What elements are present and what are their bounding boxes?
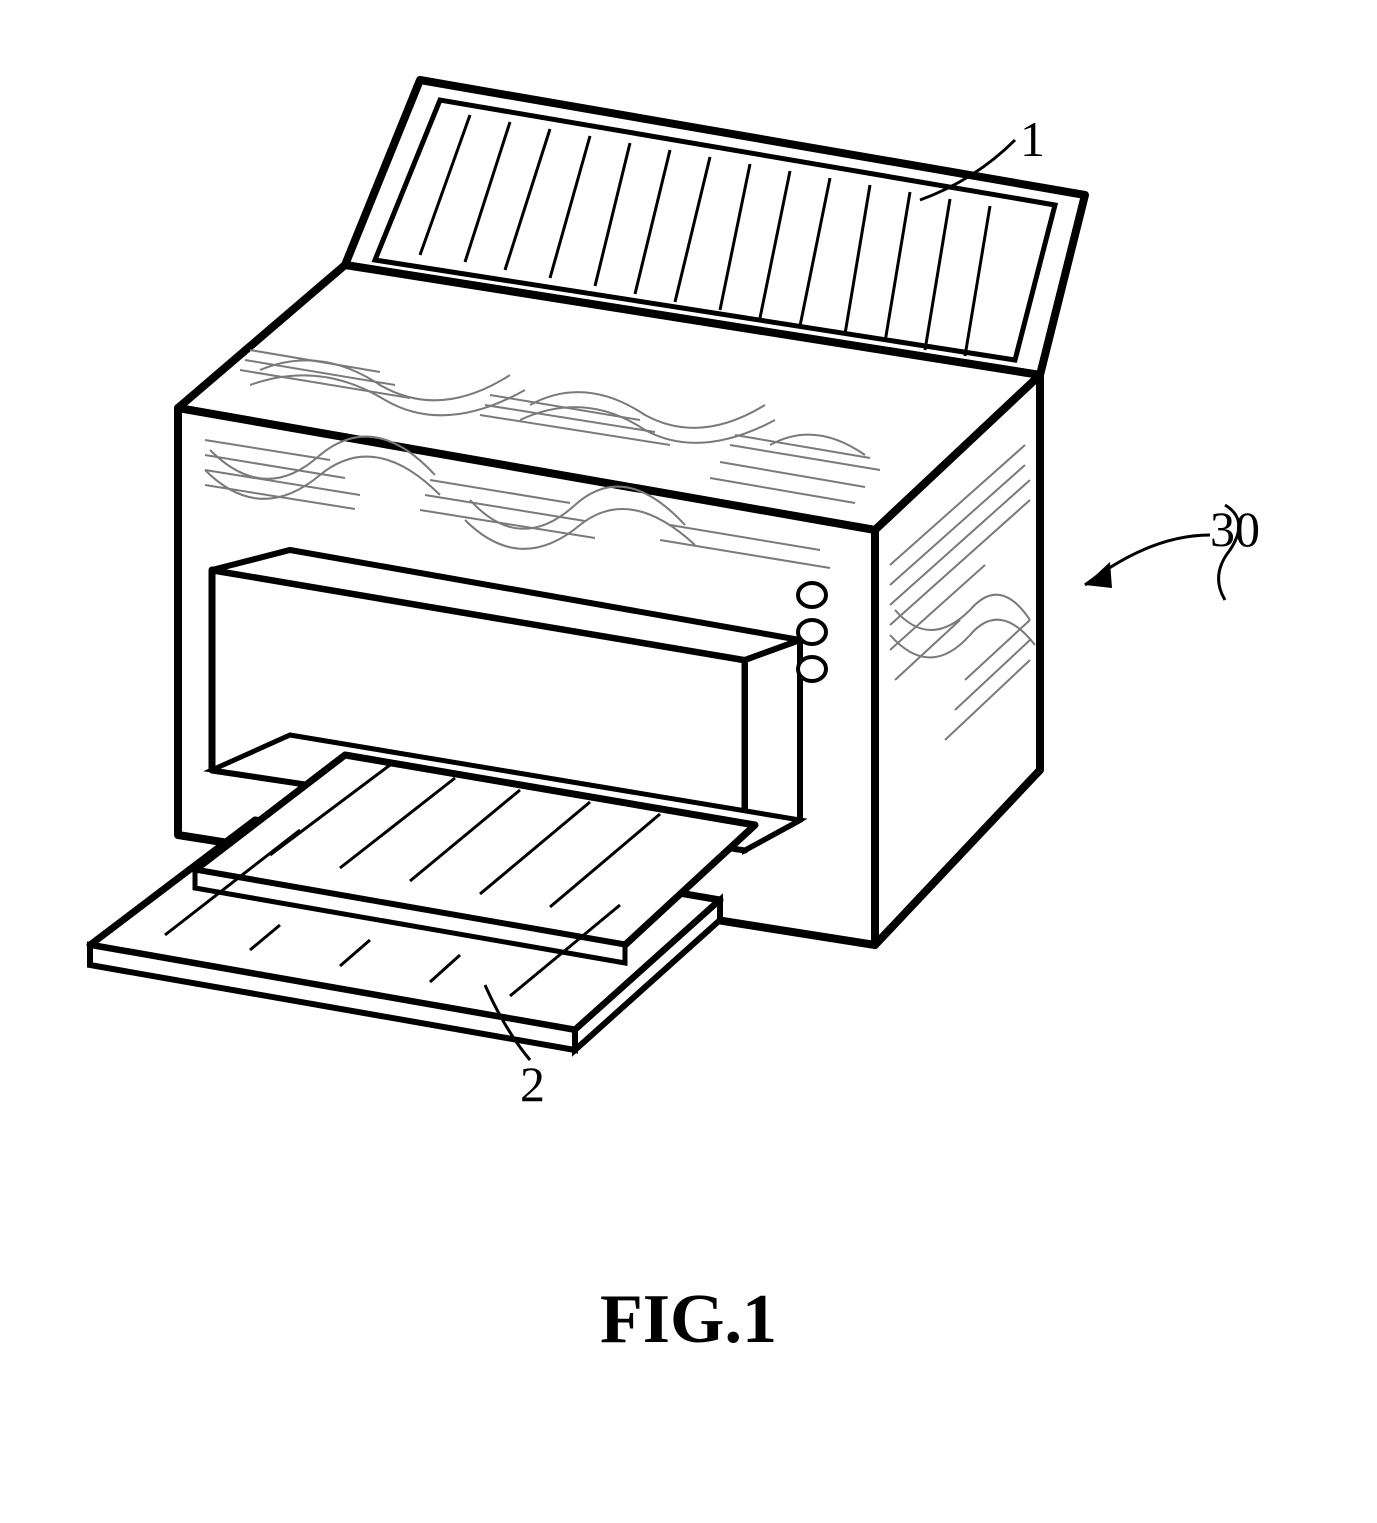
ref-label-1: 1 xyxy=(1020,110,1045,168)
ref-label-2: 2 xyxy=(520,1055,545,1113)
figure-caption: FIG.1 xyxy=(0,1280,1377,1360)
status-button-2 xyxy=(798,620,826,644)
ref-label-30: 30 xyxy=(1210,500,1260,558)
status-button-1 xyxy=(798,583,826,607)
figure-canvas: 1 2 30 FIG.1 xyxy=(0,0,1377,1523)
status-buttons xyxy=(798,583,826,681)
status-button-3 xyxy=(798,657,826,681)
